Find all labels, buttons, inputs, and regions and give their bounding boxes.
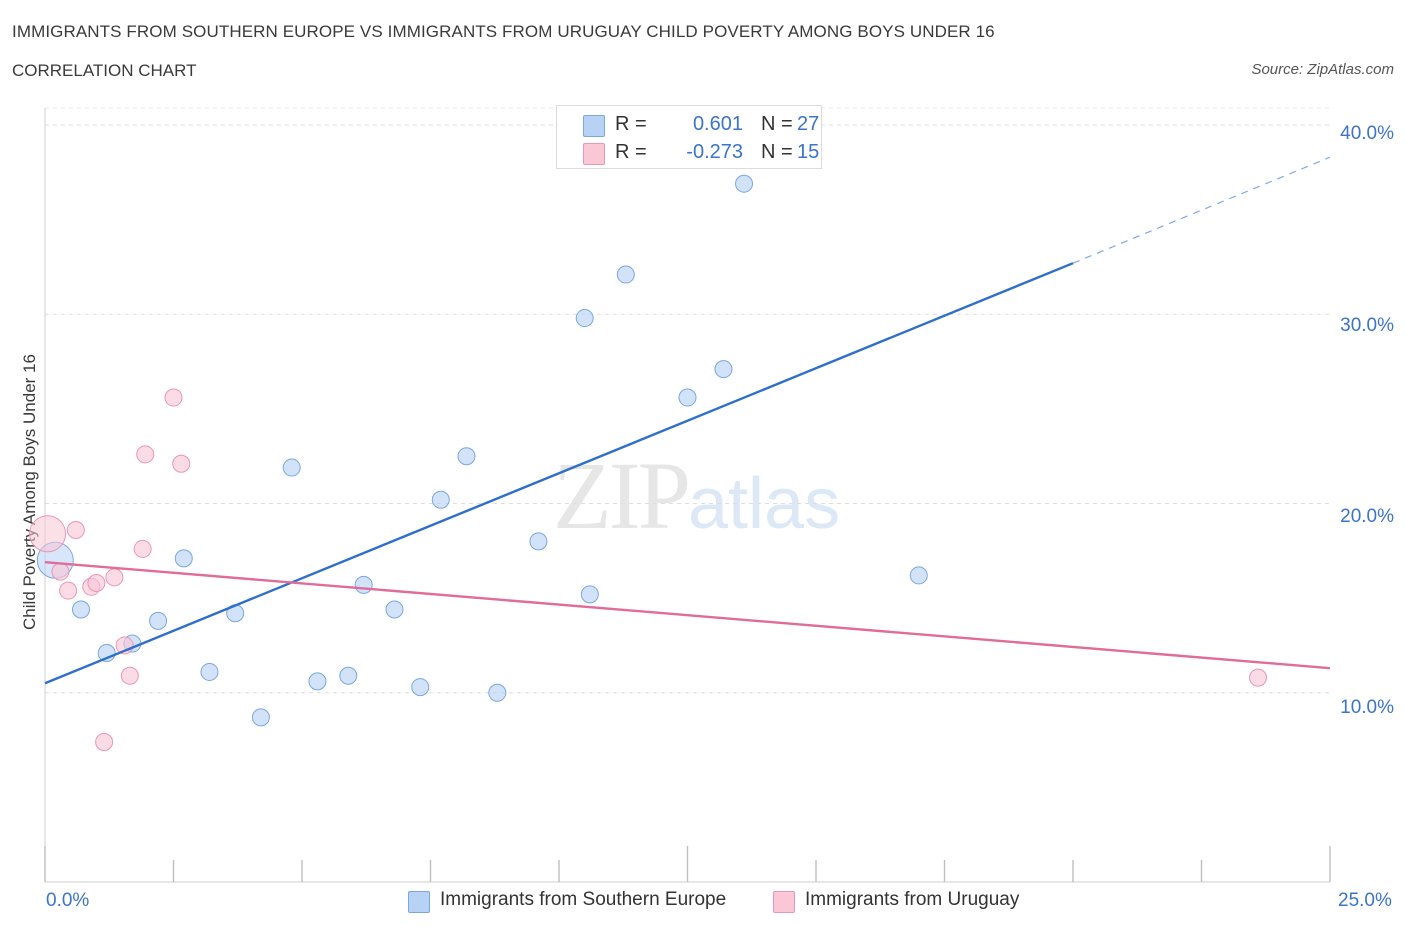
y-tick-label-30: 30.0% bbox=[1340, 315, 1394, 336]
trend-line-series0 bbox=[44, 262, 1074, 685]
data-point-series0-6 bbox=[200, 662, 219, 681]
trend-extension-series0 bbox=[1072, 156, 1331, 264]
data-point-series0-9 bbox=[282, 458, 301, 477]
data-point-series1-0 bbox=[29, 515, 67, 553]
data-point-series0-8 bbox=[251, 708, 270, 727]
data-point-series0-23 bbox=[678, 388, 697, 407]
data-point-series1-11 bbox=[136, 445, 155, 464]
data-point-series0-25 bbox=[735, 174, 754, 193]
swatch-southern-europe bbox=[583, 115, 605, 137]
stats-legend: R = 0.601 N = 27 R = -0.273 N = 15 bbox=[556, 105, 822, 169]
y-tick-label-40: 40.0% bbox=[1340, 123, 1394, 144]
chart-title: IMMIGRANTS FROM SOUTHERN EUROPE VS IMMIG… bbox=[12, 22, 995, 41]
data-point-series0-24 bbox=[714, 360, 733, 379]
y-tick-label-20: 20.0% bbox=[1340, 506, 1394, 527]
data-point-series0-10 bbox=[308, 672, 327, 691]
trend-line-series1 bbox=[44, 560, 1331, 670]
source-credit: Source: ZipAtlas.com bbox=[1251, 61, 1394, 78]
watermark-zip: ZIP bbox=[553, 442, 691, 549]
data-point-series0-13 bbox=[385, 600, 404, 619]
n-value: 15 bbox=[797, 141, 820, 163]
data-point-series0-19 bbox=[580, 585, 599, 604]
legend-swatch-uruguay bbox=[773, 891, 795, 913]
x-tick-label-min: 0.0% bbox=[46, 890, 90, 911]
data-point-series0-11 bbox=[339, 666, 358, 685]
data-point-series0-4 bbox=[149, 611, 168, 630]
r-value: -0.273 bbox=[686, 141, 743, 163]
data-point-series1-12 bbox=[164, 388, 183, 407]
data-point-series1-14 bbox=[1249, 668, 1268, 687]
legend-swatch-southern-europe bbox=[408, 891, 430, 913]
data-point-series1-1 bbox=[51, 562, 70, 581]
data-point-series1-9 bbox=[120, 666, 139, 685]
n-label: N = bbox=[761, 113, 793, 135]
chart-subtitle: CORRELATION CHART bbox=[12, 61, 197, 80]
data-point-series1-5 bbox=[87, 573, 106, 592]
data-point-series0-17 bbox=[488, 683, 507, 702]
data-point-series1-7 bbox=[105, 568, 124, 587]
r-label: R = bbox=[615, 113, 647, 135]
legend-label-southern-europe: Immigrants from Southern Europe bbox=[440, 889, 727, 910]
n-value: 27 bbox=[797, 113, 820, 135]
data-point-series1-3 bbox=[66, 521, 85, 540]
data-point-series1-10 bbox=[133, 539, 152, 558]
data-point-series1-13 bbox=[172, 454, 191, 473]
r-label: R = bbox=[615, 141, 647, 163]
swatch-uruguay bbox=[583, 143, 605, 165]
legend-label-uruguay: Immigrants from Uruguay bbox=[805, 889, 1020, 910]
data-point-series0-18 bbox=[529, 532, 548, 551]
n-label: N = bbox=[761, 141, 793, 163]
data-point-series0-20 bbox=[575, 309, 594, 328]
data-point-series1-2 bbox=[59, 581, 78, 600]
data-point-series0-26 bbox=[909, 566, 928, 585]
data-point-series0-12 bbox=[354, 575, 373, 594]
y-tick-label-10: 10.0% bbox=[1340, 697, 1394, 718]
data-point-series0-15 bbox=[431, 490, 450, 509]
data-point-series0-21 bbox=[616, 265, 635, 284]
data-point-series0-16 bbox=[457, 447, 476, 466]
data-point-series1-6 bbox=[95, 732, 114, 751]
data-point-series0-14 bbox=[411, 678, 430, 697]
watermark: ZIPatlas bbox=[553, 440, 840, 551]
data-point-series0-5 bbox=[174, 549, 193, 568]
r-value: 0.601 bbox=[692, 113, 743, 135]
x-tick-label-max: 25.0% bbox=[1338, 890, 1392, 911]
data-point-series0-1 bbox=[71, 600, 90, 619]
